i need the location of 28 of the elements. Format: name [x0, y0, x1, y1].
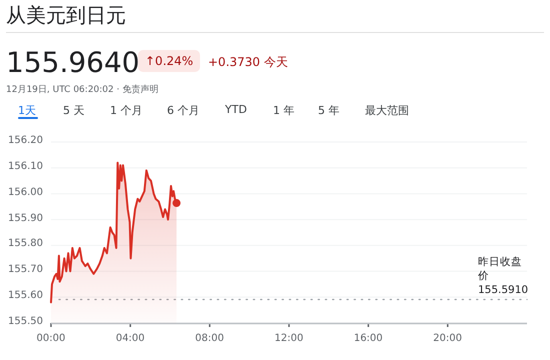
x-tick-label: 08:00 — [195, 333, 224, 344]
text: YTD — [225, 103, 247, 116]
y-tick-label: 156.20 — [8, 135, 43, 146]
y-tick-label: 155.90 — [8, 212, 43, 224]
y-tick-label: 155.60 — [8, 290, 43, 302]
text: 6 个月 — [167, 103, 200, 118]
text: 最大范围 — [365, 103, 409, 118]
x-tick-label: 20:00 — [433, 333, 462, 344]
x-tick-label: 16:00 — [354, 333, 383, 344]
text: +0.3730 今天 — [208, 54, 288, 71]
text: 5 年 — [318, 103, 340, 118]
x-tick-label: 04:00 — [116, 333, 145, 344]
text: 155.9640 — [6, 46, 140, 79]
ref-line-label: 昨日收盘价 155.5910 — [478, 255, 528, 298]
chart-title: 从美元到日元 — [6, 2, 126, 29]
y-tick-label: 156.10 — [8, 160, 43, 172]
text: ↑0.24% — [138, 50, 200, 72]
y-tick-label: 155.80 — [8, 238, 43, 250]
text: 1 年 — [273, 103, 294, 118]
x-tick-label: 00:00 — [36, 333, 66, 344]
y-tick-label: 156.00 — [8, 186, 43, 198]
x-tick-label: 12:00 — [274, 333, 304, 344]
text: 1 个月 — [110, 103, 142, 118]
chart-subtitle: 12月19日, UTC 06:20:02 · 免责声明 — [6, 84, 158, 96]
y-tick-label: 155.70 — [8, 264, 43, 276]
y-tick-label: 155.50 — [8, 316, 43, 327]
text: 5 天 — [63, 103, 84, 118]
text: 1天 — [18, 103, 36, 118]
